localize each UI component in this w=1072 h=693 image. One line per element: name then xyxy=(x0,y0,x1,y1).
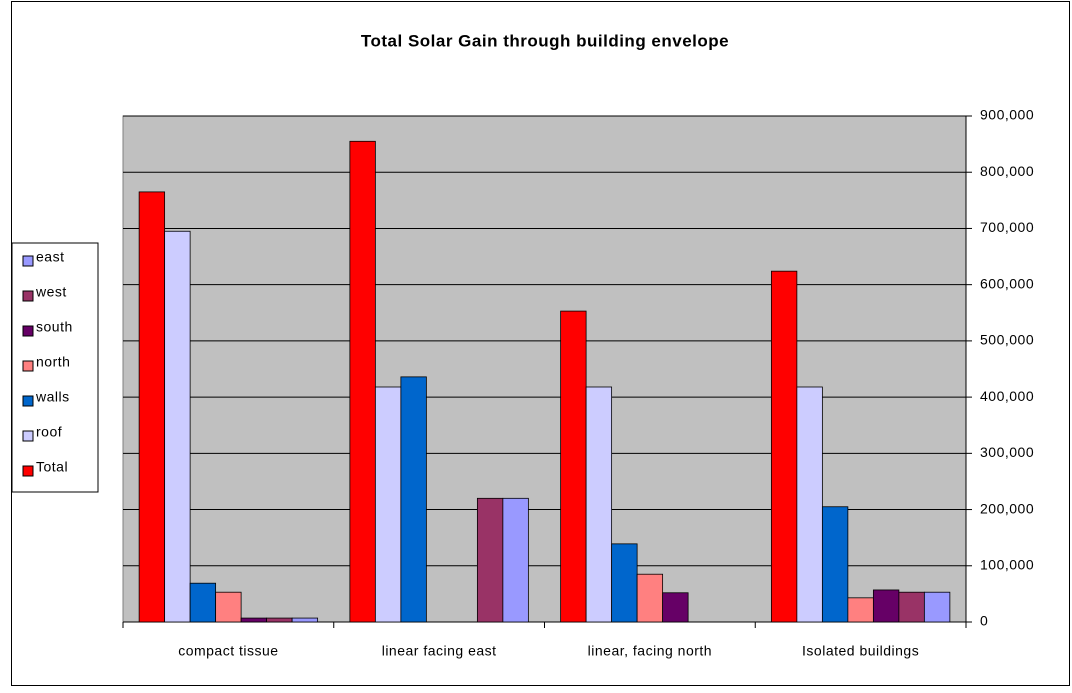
bar xyxy=(138,191,166,623)
x-tick-label: compact tissue xyxy=(178,643,278,659)
bar xyxy=(374,386,402,623)
y-tick-label: 700,000 xyxy=(980,219,1034,235)
bar xyxy=(898,591,925,623)
y-tick-label: 500,000 xyxy=(980,332,1034,348)
bar xyxy=(502,497,529,623)
bar xyxy=(636,573,664,623)
legend-label: roof xyxy=(36,424,62,440)
bar xyxy=(872,589,900,623)
bar xyxy=(349,140,376,623)
y-tick-label: 300,000 xyxy=(980,444,1034,460)
chart-title: Total Solar Gain through building envelo… xyxy=(361,31,729,50)
legend-swatch xyxy=(22,395,34,407)
bar xyxy=(923,591,951,623)
y-tick-label: 600,000 xyxy=(980,275,1034,291)
legend-swatch xyxy=(22,255,34,267)
y-tick-label: 900,000 xyxy=(980,107,1034,123)
legend-label: east xyxy=(36,249,64,265)
bar xyxy=(240,617,268,623)
bar xyxy=(266,617,293,623)
y-tick-label: 400,000 xyxy=(980,388,1034,404)
x-tick-label: Isolated buildings xyxy=(802,643,919,659)
y-tick-label: 200,000 xyxy=(980,500,1034,516)
bar xyxy=(560,310,587,623)
y-tick-label: 800,000 xyxy=(980,163,1034,179)
legend-label: north xyxy=(36,354,70,370)
x-tick-label: linear facing east xyxy=(382,643,497,659)
legend-label: walls xyxy=(35,389,70,405)
legend-label: west xyxy=(35,284,67,300)
bar xyxy=(291,617,319,623)
legend-label: Total xyxy=(36,459,68,475)
x-tick-label: linear, facing north xyxy=(588,643,712,659)
bar xyxy=(585,386,613,623)
legend-swatch xyxy=(22,290,34,302)
bar xyxy=(662,592,689,623)
bar xyxy=(611,543,638,623)
y-tick-label: 100,000 xyxy=(980,556,1034,572)
legend-swatch xyxy=(22,430,34,442)
legend-swatch xyxy=(22,465,34,477)
bar xyxy=(847,597,874,623)
y-tick-label: 0 xyxy=(980,613,988,629)
bar xyxy=(770,270,798,623)
legend-label: south xyxy=(36,319,73,335)
bar xyxy=(164,230,191,623)
legend-swatch xyxy=(22,360,34,372)
legend-swatch xyxy=(22,325,34,337)
bar xyxy=(215,591,242,623)
bar xyxy=(821,506,849,623)
bar xyxy=(476,497,504,623)
bar xyxy=(189,582,217,623)
bar xyxy=(400,376,427,623)
bar xyxy=(796,386,823,623)
